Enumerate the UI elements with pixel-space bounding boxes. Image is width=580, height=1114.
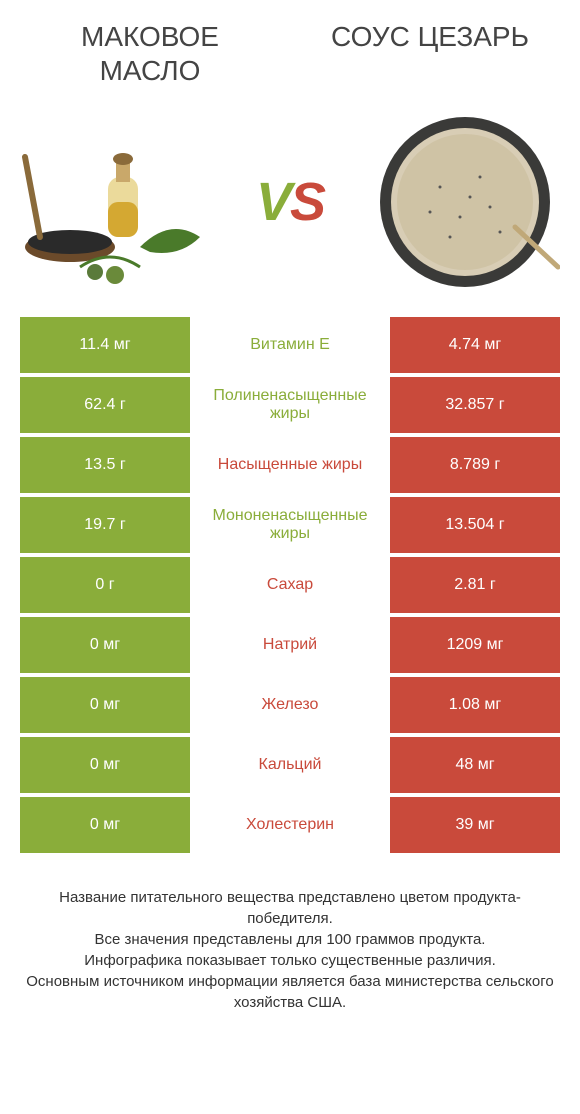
right-value-cell: 39 мг: [390, 797, 560, 853]
right-value-cell: 48 мг: [390, 737, 560, 793]
right-value-cell: 4.74 мг: [390, 317, 560, 373]
table-row: 19.7 гМононенасыщенные жиры13.504 г: [20, 497, 560, 553]
right-product-title: СОУС ЦЕЗАРЬ: [320, 20, 540, 87]
right-product-image: [370, 107, 560, 297]
footer-line-3: Инфографика показывает только существенн…: [20, 950, 560, 971]
nutrient-label: Кальций: [190, 737, 390, 793]
left-value-cell: 0 мг: [20, 737, 190, 793]
left-value-cell: 19.7 г: [20, 497, 190, 553]
table-row: 0 гСахар2.81 г: [20, 557, 560, 613]
left-product-title: МАКОВОЕ МАСЛО: [40, 20, 260, 87]
vs-s-letter: S: [290, 172, 324, 232]
nutrient-label: Холестерин: [190, 797, 390, 853]
right-value-cell: 1.08 мг: [390, 677, 560, 733]
footer-notes: Название питательного вещества представл…: [0, 857, 580, 1013]
nutrient-label: Мононенасыщенные жиры: [190, 497, 390, 553]
left-value-cell: 13.5 г: [20, 437, 190, 493]
left-value-cell: 0 мг: [20, 677, 190, 733]
nutrient-label: Железо: [190, 677, 390, 733]
footer-line-2: Все значения представлены для 100 граммо…: [20, 929, 560, 950]
table-row: 62.4 гПолиненасыщенные жиры32.857 г: [20, 377, 560, 433]
nutrient-label: Натрий: [190, 617, 390, 673]
nutrient-label: Полиненасыщенные жиры: [190, 377, 390, 433]
left-value-cell: 11.4 мг: [20, 317, 190, 373]
footer-line-4: Основным источником информации является …: [20, 971, 560, 1013]
nutrient-label: Насыщенные жиры: [190, 437, 390, 493]
right-value-cell: 8.789 г: [390, 437, 560, 493]
left-value-cell: 62.4 г: [20, 377, 190, 433]
table-row: 0 мгХолестерин39 мг: [20, 797, 560, 853]
right-value-cell: 32.857 г: [390, 377, 560, 433]
right-value-cell: 13.504 г: [390, 497, 560, 553]
footer-line-1: Название питательного вещества представл…: [20, 887, 560, 929]
right-value-cell: 1209 мг: [390, 617, 560, 673]
table-row: 0 мгЖелезо1.08 мг: [20, 677, 560, 733]
nutrient-label: Витамин E: [190, 317, 390, 373]
left-product-image: [20, 107, 210, 297]
vs-badge: VS: [256, 171, 324, 233]
nutrient-label: Сахар: [190, 557, 390, 613]
left-value-cell: 0 г: [20, 557, 190, 613]
comparison-table: 11.4 мгВитамин E4.74 мг62.4 гПолиненасыщ…: [0, 317, 580, 853]
table-row: 0 мгНатрий1209 мг: [20, 617, 560, 673]
right-value-cell: 2.81 г: [390, 557, 560, 613]
left-value-cell: 0 мг: [20, 617, 190, 673]
left-value-cell: 0 мг: [20, 797, 190, 853]
vs-v-letter: V: [256, 172, 290, 232]
table-row: 0 мгКальций48 мг: [20, 737, 560, 793]
table-row: 11.4 мгВитамин E4.74 мг: [20, 317, 560, 373]
table-row: 13.5 гНасыщенные жиры8.789 г: [20, 437, 560, 493]
